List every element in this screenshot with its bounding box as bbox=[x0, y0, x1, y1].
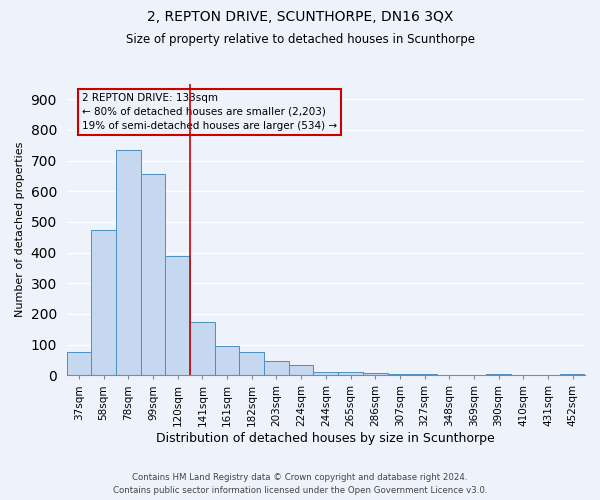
Bar bbox=[560, 374, 585, 376]
Bar bbox=[91, 230, 116, 376]
Bar bbox=[190, 322, 215, 376]
Y-axis label: Number of detached properties: Number of detached properties bbox=[15, 142, 25, 318]
Bar bbox=[141, 174, 166, 376]
Bar bbox=[313, 372, 338, 376]
Bar bbox=[67, 352, 91, 376]
Text: Contains HM Land Registry data © Crown copyright and database right 2024.
Contai: Contains HM Land Registry data © Crown c… bbox=[113, 474, 487, 495]
Bar bbox=[239, 352, 264, 376]
Bar bbox=[412, 374, 437, 376]
X-axis label: Distribution of detached houses by size in Scunthorpe: Distribution of detached houses by size … bbox=[157, 432, 495, 445]
Text: 2, REPTON DRIVE, SCUNTHORPE, DN16 3QX: 2, REPTON DRIVE, SCUNTHORPE, DN16 3QX bbox=[147, 10, 453, 24]
Bar bbox=[388, 374, 412, 376]
Bar bbox=[338, 372, 363, 376]
Bar bbox=[166, 256, 190, 376]
Bar bbox=[363, 373, 388, 376]
Bar bbox=[264, 362, 289, 376]
Bar bbox=[486, 374, 511, 376]
Bar bbox=[289, 366, 313, 376]
Text: Size of property relative to detached houses in Scunthorpe: Size of property relative to detached ho… bbox=[125, 32, 475, 46]
Text: 2 REPTON DRIVE: 133sqm
← 80% of detached houses are smaller (2,203)
19% of semi-: 2 REPTON DRIVE: 133sqm ← 80% of detached… bbox=[82, 92, 337, 130]
Bar bbox=[116, 150, 141, 376]
Bar bbox=[215, 346, 239, 376]
